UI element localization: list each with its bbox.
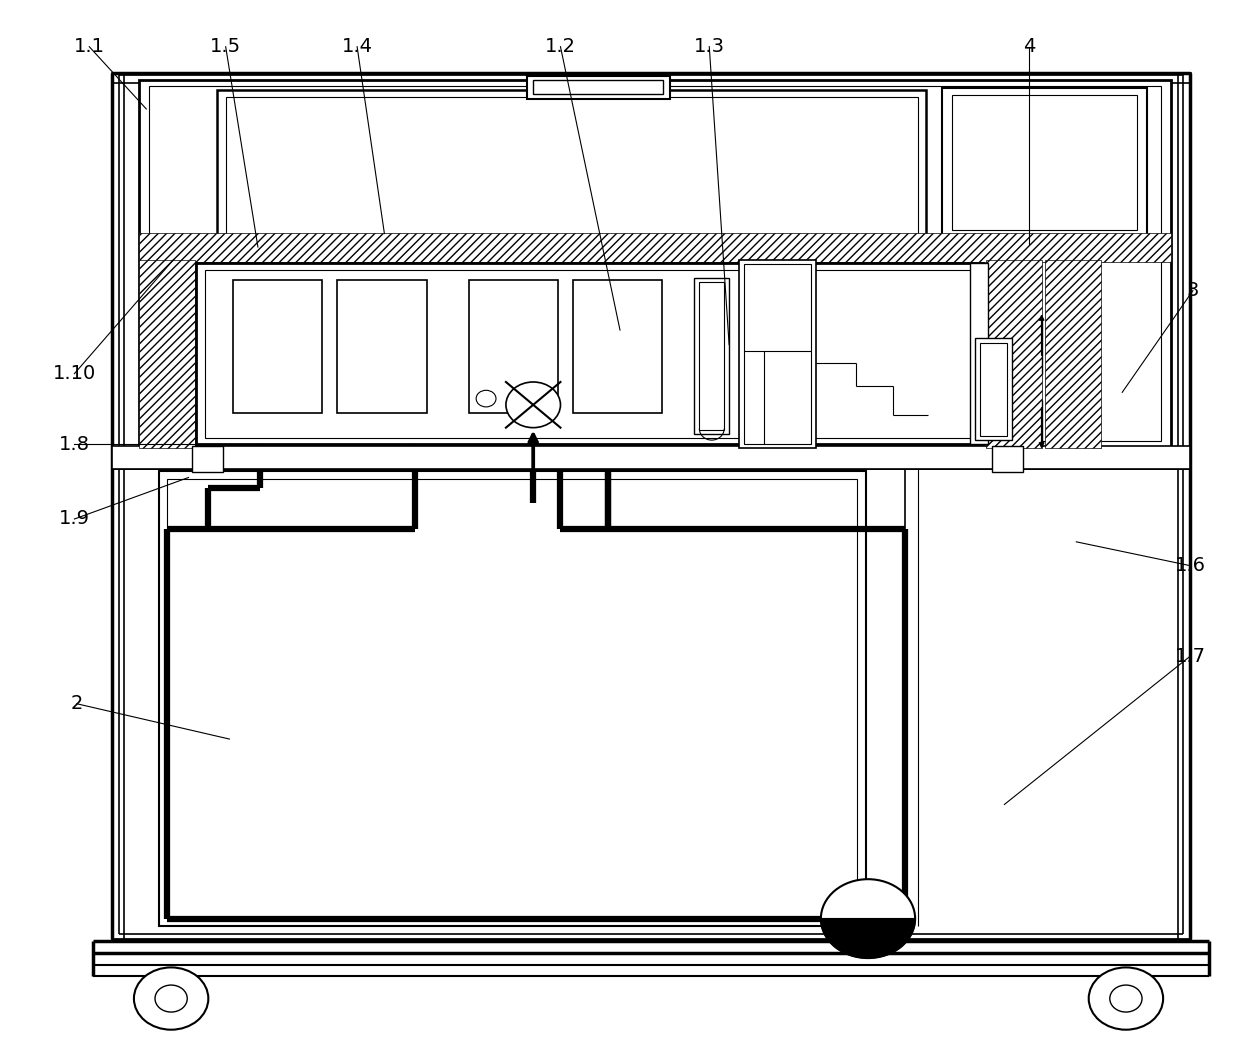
Text: 4: 4 xyxy=(1023,37,1035,56)
Circle shape xyxy=(1110,985,1142,1012)
Bar xyxy=(196,263,983,444)
Bar xyxy=(533,80,663,94)
Bar xyxy=(167,479,857,919)
Text: 1.10: 1.10 xyxy=(53,364,95,383)
Bar xyxy=(527,76,670,99)
Bar xyxy=(159,471,866,926)
Bar xyxy=(694,278,729,434)
Text: 1.7: 1.7 xyxy=(1174,647,1205,665)
Circle shape xyxy=(134,967,208,1030)
Text: 1.6: 1.6 xyxy=(1174,556,1205,575)
Bar xyxy=(739,260,816,448)
Bar xyxy=(139,80,1171,448)
Text: 1.5: 1.5 xyxy=(210,37,242,56)
Bar xyxy=(139,260,195,448)
Bar xyxy=(205,270,976,438)
Bar xyxy=(233,280,322,413)
Bar xyxy=(112,73,1190,939)
Bar xyxy=(970,263,988,444)
Circle shape xyxy=(155,985,187,1012)
Bar xyxy=(1045,260,1101,448)
Bar xyxy=(226,97,918,234)
Circle shape xyxy=(476,390,496,407)
Bar xyxy=(975,338,1012,440)
Text: 3: 3 xyxy=(1187,281,1199,300)
Bar xyxy=(992,446,1023,472)
Bar xyxy=(744,264,811,444)
Text: 1.9: 1.9 xyxy=(58,510,89,528)
Text: 1.8: 1.8 xyxy=(58,435,89,454)
Bar xyxy=(952,95,1137,230)
Text: 1.4: 1.4 xyxy=(341,37,372,56)
Bar xyxy=(469,280,558,413)
Bar xyxy=(980,343,1007,436)
Bar xyxy=(192,446,223,472)
Text: 1.1: 1.1 xyxy=(73,37,104,56)
Bar xyxy=(112,446,1190,469)
Circle shape xyxy=(821,879,915,958)
Circle shape xyxy=(506,382,560,428)
Text: 1.2: 1.2 xyxy=(546,37,575,56)
Bar xyxy=(942,88,1147,239)
Bar xyxy=(149,86,1161,441)
Circle shape xyxy=(1089,967,1163,1030)
Bar xyxy=(217,90,926,241)
Bar xyxy=(986,260,1042,448)
Bar xyxy=(573,280,662,413)
Bar xyxy=(337,280,427,413)
Polygon shape xyxy=(821,919,915,958)
Bar xyxy=(699,282,724,430)
Text: 1.3: 1.3 xyxy=(694,37,724,56)
Bar xyxy=(139,233,1171,262)
Text: 2: 2 xyxy=(71,694,83,713)
